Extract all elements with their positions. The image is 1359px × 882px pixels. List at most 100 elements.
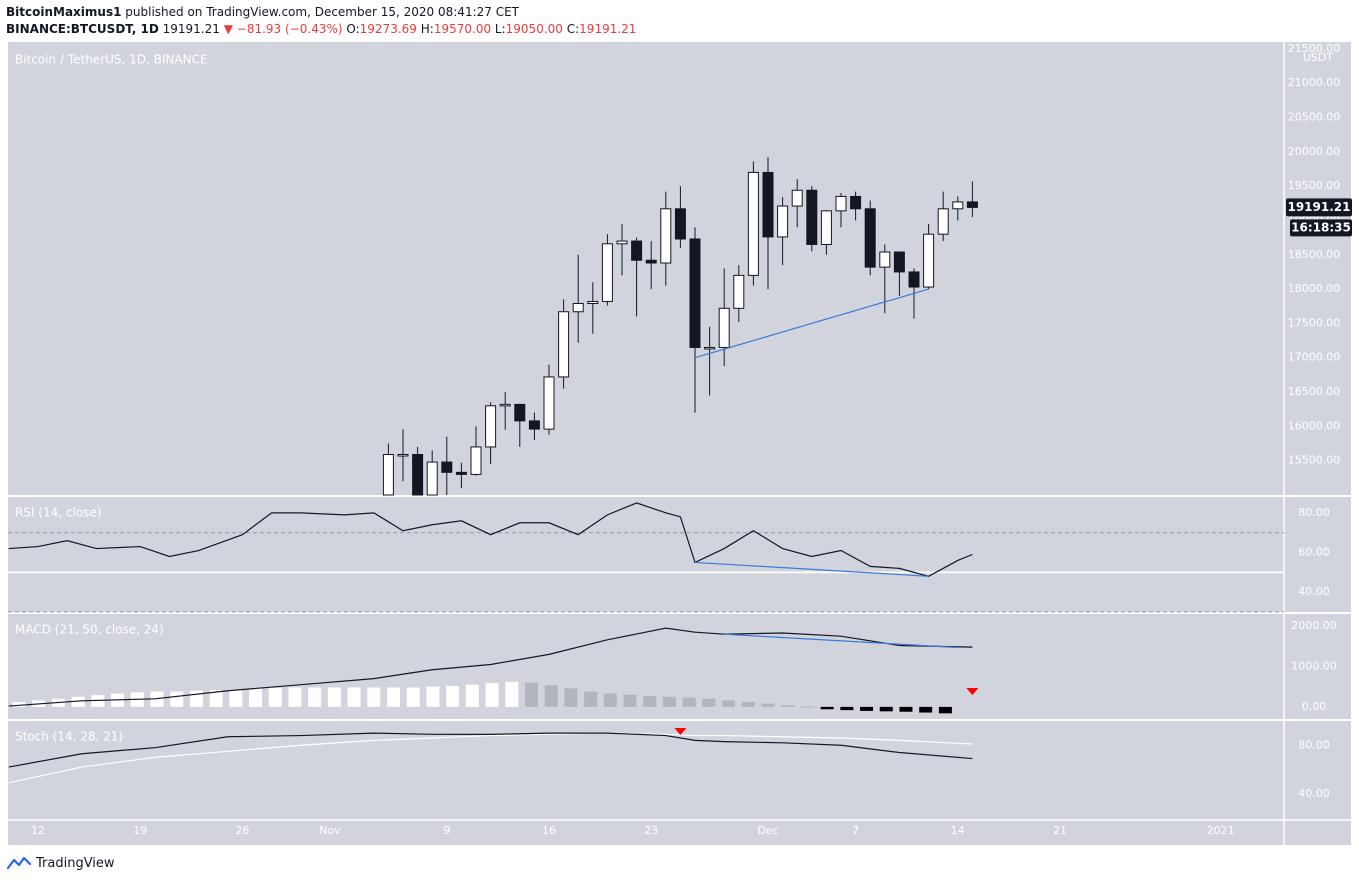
time-tick-label: 14 <box>951 824 965 837</box>
macd-histogram-bar <box>327 687 341 707</box>
macd-histogram-bar <box>268 687 282 707</box>
last-price-tag-label: 19191.21 <box>1287 200 1350 214</box>
macd-histogram-bar <box>879 706 893 712</box>
candle-body <box>689 238 701 348</box>
last-price: 19191.21 <box>162 22 220 36</box>
stoch-tick-label: 80.00 <box>1298 738 1330 751</box>
macd-histogram-bar <box>288 687 302 707</box>
macd-histogram-bar <box>938 706 952 714</box>
candle-body <box>412 454 424 496</box>
price-unit-label: USDT <box>1303 51 1334 64</box>
macd-histogram-bar <box>367 687 381 707</box>
candle-body <box>485 405 497 448</box>
macd-histogram-bar <box>308 687 322 707</box>
candle-body <box>937 208 949 235</box>
macd-histogram-bar <box>781 705 795 707</box>
author-name[interactable]: BitcoinMaximus1 <box>6 5 122 19</box>
rsi-title: RSI (14, close) <box>15 506 101 520</box>
macd-histogram-bar <box>623 694 637 707</box>
macd-divergence-line[interactable] <box>724 633 958 649</box>
rsi-line <box>8 502 973 577</box>
macd-histogram-bar <box>170 691 184 707</box>
price-change: −81.93 (−0.43%) <box>236 22 343 36</box>
macd-tick-label: 2000.00 <box>1291 619 1337 632</box>
price-tick-label: 16500.00 <box>1288 385 1341 398</box>
candle-body <box>470 446 482 475</box>
candle-body <box>631 240 643 261</box>
price-tick-label: 15500.00 <box>1288 454 1341 467</box>
macd-histogram-bar <box>899 706 913 712</box>
macd-tick-label: 1000.00 <box>1291 660 1337 673</box>
brand-name[interactable]: TradingView <box>36 855 115 871</box>
macd-histogram-bar <box>249 688 263 707</box>
down-arrow-icon: ▼ <box>223 22 233 36</box>
macd-histogram-bar <box>465 684 479 707</box>
candle-body <box>528 420 540 430</box>
macd-histogram-bar <box>702 698 716 707</box>
macd-histogram-bar <box>722 700 736 707</box>
candle-body <box>455 471 467 475</box>
macd-histogram-bar <box>150 691 164 707</box>
macd-histogram-bar <box>840 706 854 711</box>
candle-body <box>426 461 438 496</box>
candle-body <box>835 195 847 212</box>
macd-histogram-bar <box>603 693 617 707</box>
price-tick-label: 17000.00 <box>1288 351 1341 364</box>
candle-body <box>674 208 686 240</box>
candle-body <box>966 201 978 208</box>
macd-histogram-bar <box>485 683 499 707</box>
stoch-k-line <box>8 732 973 768</box>
time-tick-label: 26 <box>235 824 249 837</box>
open-label: O: <box>346 22 360 36</box>
price-tick-label: 20000.00 <box>1288 145 1341 158</box>
candle-body <box>923 233 935 288</box>
price-tick-label: 21000.00 <box>1288 76 1341 89</box>
rsi-divergence-line[interactable] <box>694 561 929 577</box>
candle-body <box>558 311 570 378</box>
time-tick-label: 9 <box>443 824 450 837</box>
low-label: L: <box>494 22 506 36</box>
price-tick-label: 18500.00 <box>1288 248 1341 261</box>
high-value: 19570.00 <box>433 22 492 36</box>
price-tick-label: 17500.00 <box>1288 316 1341 329</box>
candle-body <box>908 271 920 288</box>
time-tick-label: Dec <box>757 824 778 837</box>
time-tick-label: 12 <box>31 824 45 837</box>
macd-histogram-bar <box>860 706 874 711</box>
macd-histogram-bar <box>387 687 401 707</box>
time-tick-label: 7 <box>852 824 859 837</box>
macd-histogram-bar <box>564 688 578 707</box>
time-tick-label: Nov <box>319 824 341 837</box>
candle-body <box>718 307 730 348</box>
chart-background <box>8 42 1351 845</box>
support-trendline[interactable] <box>694 288 929 359</box>
macd-histogram-bar <box>682 697 696 707</box>
open-value: 19273.69 <box>359 22 417 36</box>
candle-body <box>572 303 584 313</box>
rsi-tick-label: 60.00 <box>1298 546 1330 559</box>
low-value: 19050.00 <box>505 22 563 36</box>
macd-sell-signal-icon <box>966 688 979 695</box>
macd-histogram-bar <box>820 706 834 710</box>
publish-info: BitcoinMaximus1 published on TradingView… <box>6 5 519 19</box>
footer: TradingView <box>6 855 115 871</box>
macd-histogram-bar <box>229 689 243 707</box>
macd-histogram-bar <box>347 687 361 707</box>
candle-body <box>806 189 818 245</box>
macd-histogram-bar <box>505 681 519 707</box>
published-text: published on TradingView.com, December 1… <box>125 5 519 19</box>
macd-histogram-bar <box>406 687 420 707</box>
candle-body <box>762 171 774 238</box>
close-label: C: <box>566 22 580 36</box>
macd-histogram-bar <box>800 706 814 708</box>
price-tick-label: 20500.00 <box>1288 111 1341 124</box>
candle-body <box>733 274 745 309</box>
stoch-tick-label: 40.00 <box>1298 787 1330 800</box>
macd-title: MACD (21, 50, close, 24) <box>15 623 164 637</box>
macd-histogram-bar <box>741 702 755 707</box>
candle-body <box>791 189 803 207</box>
candle-body <box>777 205 789 238</box>
macd-histogram-bar <box>71 696 85 707</box>
candle-body <box>441 461 453 473</box>
